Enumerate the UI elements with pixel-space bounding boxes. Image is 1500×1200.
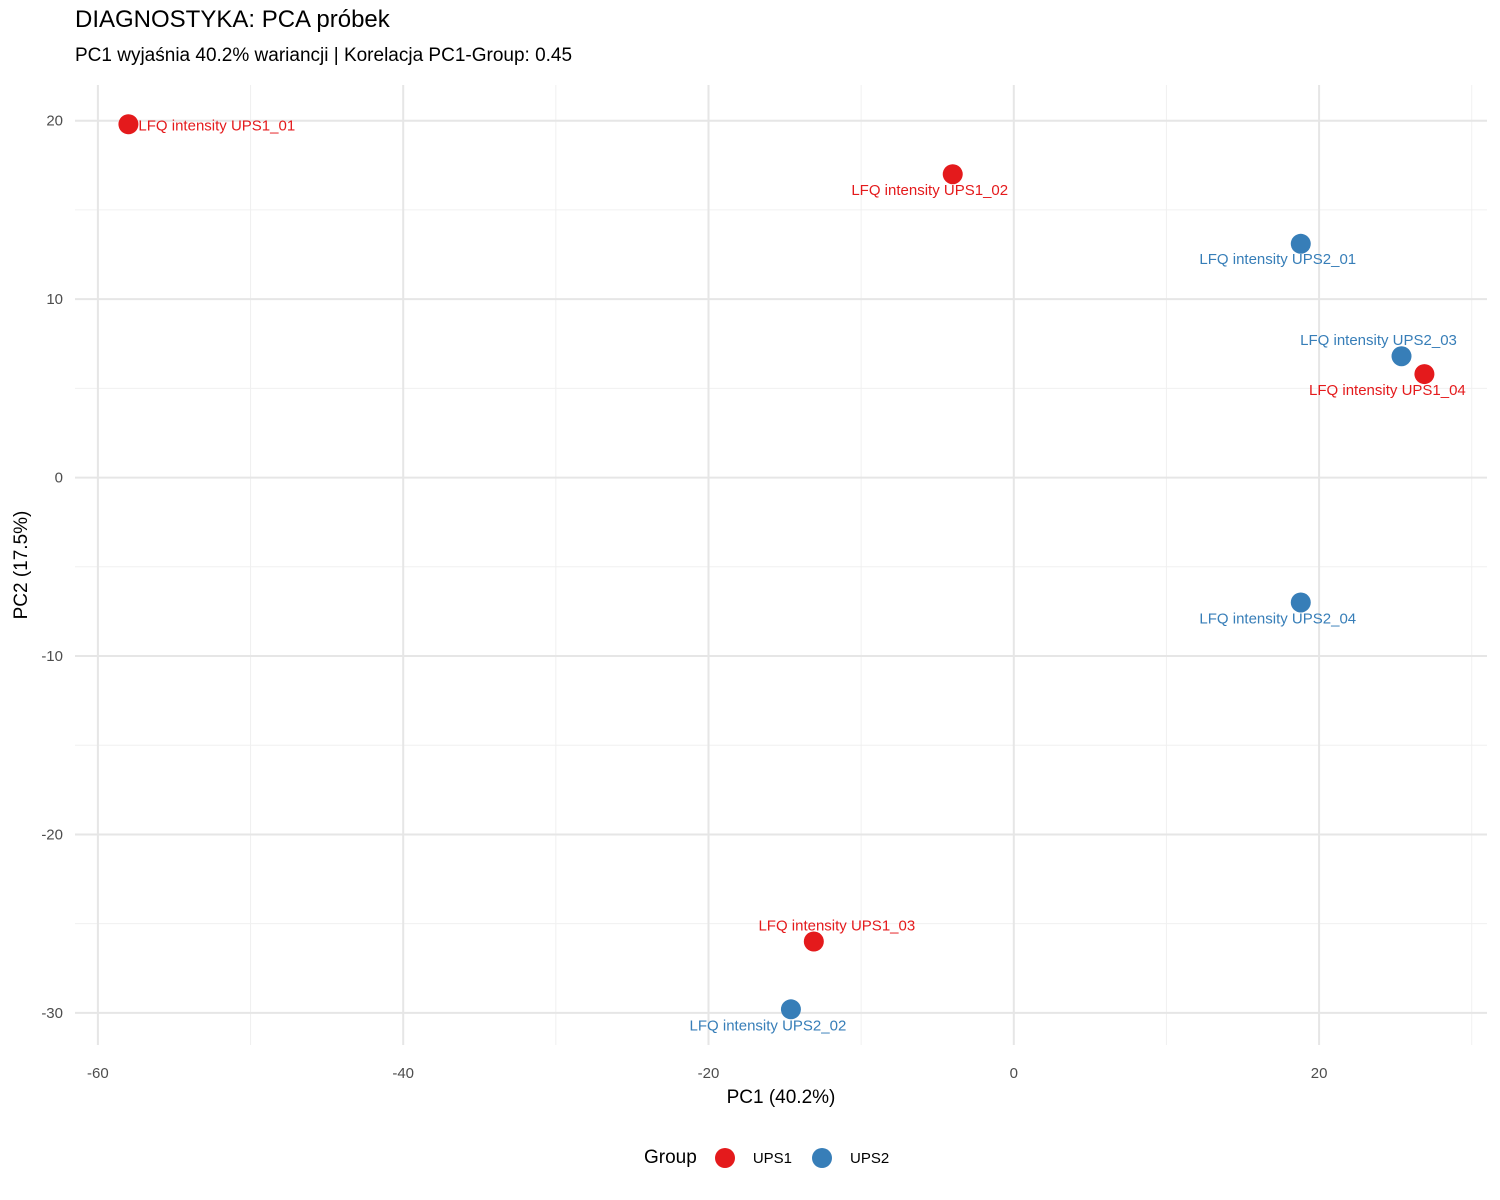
data-point-label: LFQ intensity UPS2_02 [690, 1017, 847, 1034]
data-point-ups2 [1391, 346, 1412, 367]
legend-ups2-dot [812, 1148, 832, 1168]
chart-title: DIAGNOSTYKA: PCA próbek [75, 6, 390, 33]
data-point-label: LFQ intensity UPS2_04 [1199, 610, 1356, 627]
data-point-label: LFQ intensity UPS1_02 [851, 182, 1008, 199]
data-point-label: LFQ intensity UPS2_01 [1199, 251, 1356, 268]
x-tick-label: -20 [698, 1065, 720, 1082]
legend-title: Group [644, 1147, 697, 1168]
data-point-ups2 [1290, 592, 1311, 613]
x-tick-label: -40 [392, 1065, 414, 1082]
legend-ups1-dot [714, 1148, 735, 1168]
data-point-label: LFQ intensity UPS1_01 [138, 117, 295, 134]
data-point-label: LFQ intensity UPS1_04 [1309, 382, 1466, 399]
data-point-label: LFQ intensity UPS2_03 [1300, 332, 1457, 349]
y-tick-label: 0 [55, 470, 63, 487]
data-point-ups1 [942, 164, 963, 185]
y-tick-label: -10 [41, 648, 63, 665]
y-axis-label: PC2 (17.5%) [11, 511, 32, 620]
data-point-label: LFQ intensity UPS1_03 [758, 918, 915, 935]
y-tick-label: -20 [41, 826, 63, 843]
data-point-ups1 [803, 931, 824, 952]
y-tick-label: 20 [46, 113, 63, 130]
x-tick-label: 20 [1311, 1065, 1328, 1082]
data-point-ups2 [1290, 233, 1311, 254]
y-tick-label: 10 [46, 291, 63, 308]
x-tick-label: 0 [1010, 1065, 1018, 1082]
legend-ups1-label: UPS1 [752, 1149, 792, 1167]
data-point-ups1 [1414, 364, 1435, 385]
x-tick-label: -60 [87, 1065, 109, 1082]
chart-subtitle: PC1 wyjaśnia 40.2% wariancji | Korelacja… [75, 45, 573, 66]
y-tick-label: -30 [41, 1005, 63, 1022]
x-axis-label: PC1 (40.2%) [727, 1087, 836, 1108]
legend: Group UPS1 UPS2 [644, 1147, 909, 1169]
data-point-ups1 [118, 114, 139, 135]
data-point-ups2 [780, 999, 801, 1020]
legend-ups2-label: UPS2 [850, 1149, 890, 1167]
